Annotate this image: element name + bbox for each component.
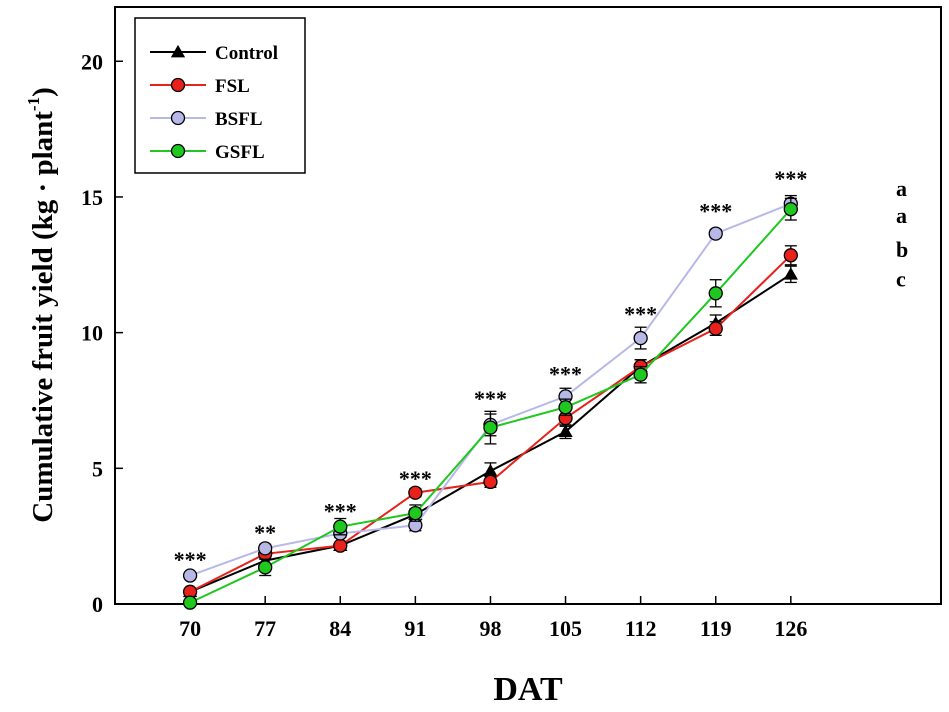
- significance-marker: ***: [174, 547, 207, 572]
- x-tick-label: 84: [329, 616, 351, 641]
- data-point: [408, 485, 423, 500]
- significance-marker: ***: [324, 498, 357, 523]
- legend-item-bsfl: BSFL: [150, 109, 263, 130]
- data-point: [258, 541, 273, 556]
- x-tick-label: 98: [479, 616, 501, 641]
- legend-item-fsl: FSL: [150, 76, 250, 97]
- plot-frame: [114, 6, 942, 605]
- significance-marker: ***: [774, 166, 807, 191]
- data-point: [483, 463, 498, 477]
- legend-marker: [170, 44, 186, 58]
- legend-marker: [170, 143, 186, 159]
- data-point: [708, 226, 723, 241]
- x-tick-label: 119: [700, 616, 732, 641]
- data-point: [483, 474, 498, 490]
- data-point: [258, 560, 273, 575]
- legend-label: GSFL: [215, 142, 265, 163]
- x-tick-label: 91: [404, 616, 426, 641]
- legend-label: FSL: [215, 76, 250, 97]
- legend-label: Control: [215, 43, 278, 64]
- group-letter: a: [896, 203, 907, 228]
- data-point: [708, 321, 723, 336]
- x-tick-label: 126: [774, 616, 807, 641]
- data-point: [483, 420, 498, 435]
- series-lines: [182, 194, 798, 610]
- data-point: [408, 505, 423, 521]
- data-point: [333, 538, 348, 553]
- significance-marker: **: [254, 520, 276, 545]
- group-letter: a: [896, 176, 907, 201]
- data-point: [558, 424, 573, 438]
- legend-item-control: Control: [150, 43, 278, 64]
- y-axis-label: Cumulative fruit yield (kg · plant-1): [24, 87, 59, 523]
- data-point: [708, 286, 723, 301]
- group-letter: b: [896, 237, 908, 262]
- significance-marker: ***: [699, 199, 732, 224]
- legend-marker: [170, 110, 186, 126]
- group-letter: c: [896, 267, 906, 292]
- x-tick-label: 77: [254, 616, 276, 641]
- y-tick-label: 20: [81, 49, 103, 74]
- y-axis-label-superscript: -1: [24, 97, 43, 111]
- x-tick-label: 70: [179, 616, 201, 641]
- legend-marker: [170, 77, 186, 93]
- data-point: [182, 595, 198, 610]
- y-axis-label-main: Cumulative fruit yield (kg · plant: [27, 111, 59, 523]
- y-tick-label: 5: [92, 456, 103, 481]
- data-point: [783, 267, 798, 280]
- legend-box: [134, 17, 306, 174]
- series-fsl: [182, 245, 798, 599]
- significance-marker: ***: [474, 386, 507, 411]
- x-axis-label: DAT: [493, 671, 563, 708]
- legend-item-gsfl: GSFL: [150, 142, 265, 163]
- legend: Control FSL BSFL GSFL: [134, 17, 306, 174]
- legend-label: BSFL: [215, 109, 263, 130]
- data-point: [633, 330, 648, 346]
- data-point: [182, 568, 198, 583]
- significance-marker: ***: [399, 466, 432, 491]
- x-tick-label: 105: [549, 616, 582, 641]
- y-tick-label: 0: [92, 592, 103, 617]
- y-tick-label: 10: [81, 321, 103, 346]
- series-gsfl: [182, 197, 798, 610]
- y-axis-label-close: ): [27, 87, 59, 97]
- x-tick-label: 112: [625, 616, 657, 641]
- data-point: [783, 248, 798, 263]
- significance-marker: ***: [624, 302, 657, 327]
- axis-ticks: 0 5 10 15 20 70 77 84 91 98 105 112 119 126: [81, 49, 807, 641]
- data-point: [333, 519, 348, 534]
- significance-marker: ***: [549, 361, 582, 386]
- data-point: [633, 367, 648, 382]
- data-point: [558, 400, 573, 415]
- y-tick-label: 15: [81, 185, 103, 210]
- data-point: [783, 202, 798, 217]
